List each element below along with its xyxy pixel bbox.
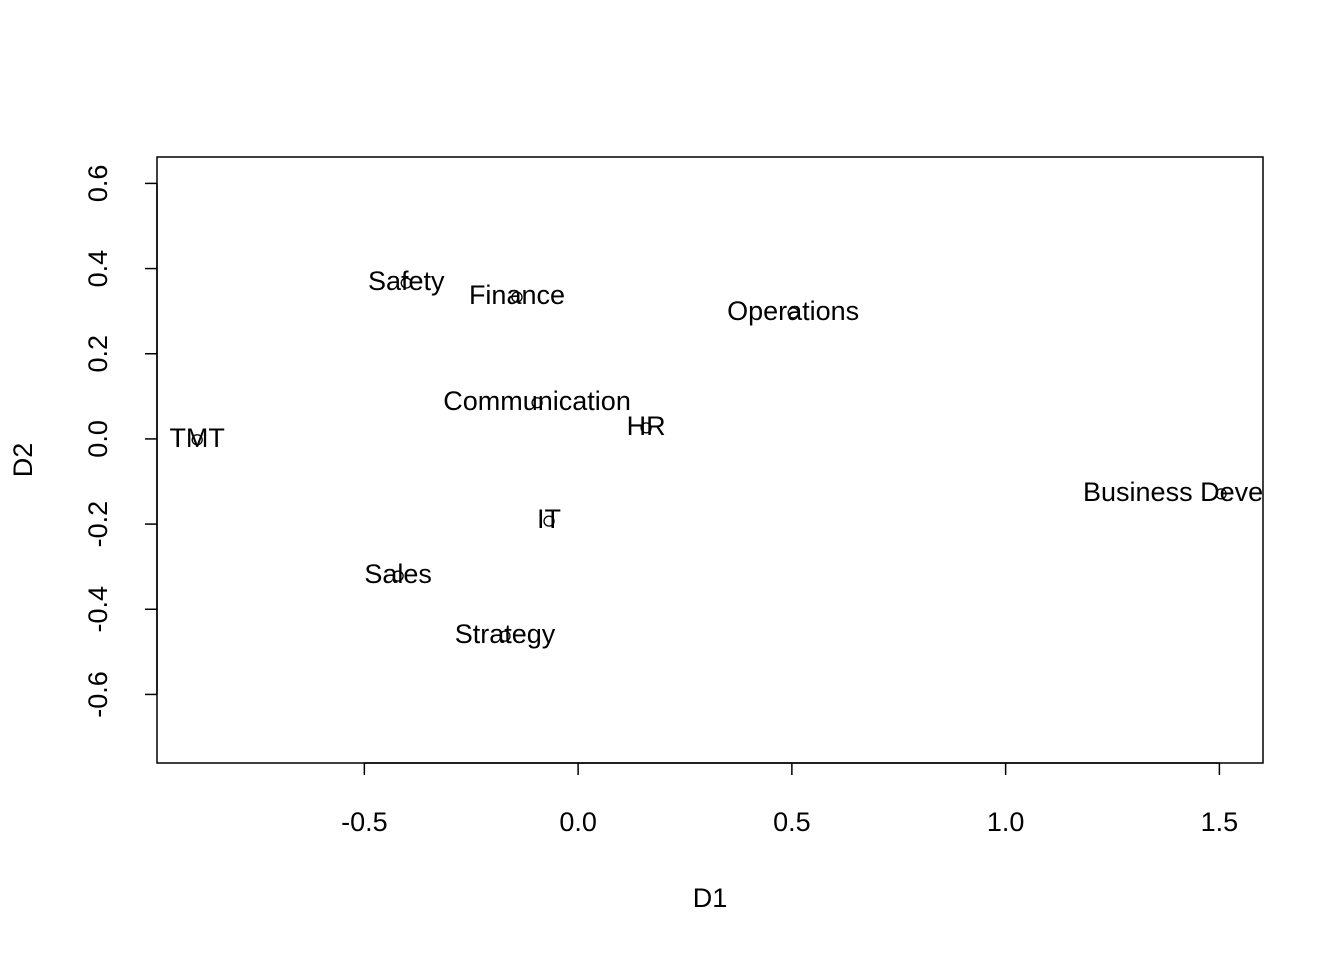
point-label: HR bbox=[627, 411, 666, 441]
y-tick-label: 0.2 bbox=[83, 335, 113, 373]
point bbox=[531, 397, 543, 409]
point-label: Communication bbox=[443, 386, 631, 416]
point bbox=[499, 630, 511, 642]
y-tick-label: 0.4 bbox=[83, 250, 113, 288]
point-label: Finance bbox=[469, 280, 565, 310]
point bbox=[392, 570, 404, 582]
point bbox=[511, 291, 523, 303]
point bbox=[191, 434, 203, 446]
y-tick-label: 0.0 bbox=[83, 420, 113, 458]
x-tick-label: 1.5 bbox=[1201, 807, 1239, 837]
point-label: Sales bbox=[364, 559, 432, 589]
plot-box bbox=[156, 156, 1264, 764]
x-axis-title: D1 bbox=[693, 883, 728, 913]
point-label: TMT bbox=[169, 423, 224, 453]
y-tick-label: 0.6 bbox=[83, 165, 113, 203]
point-label: Safety bbox=[368, 266, 445, 296]
x-tick-label: 0.5 bbox=[773, 807, 811, 837]
y-tick-label: -0.4 bbox=[83, 586, 113, 633]
y-tick-label: -0.2 bbox=[83, 501, 113, 548]
y-tick-label: -0.6 bbox=[83, 671, 113, 718]
x-tick-label: 0.0 bbox=[559, 807, 597, 837]
point bbox=[543, 515, 555, 527]
plot-area: TMT Safety Finance Operations CommunicationH… bbox=[169, 266, 1344, 649]
point-label: Operations bbox=[727, 296, 859, 326]
x-tick-label: 1.0 bbox=[987, 807, 1025, 837]
point bbox=[1215, 488, 1227, 500]
point-label: Business Development bbox=[1083, 477, 1344, 507]
point bbox=[640, 422, 652, 434]
point bbox=[400, 277, 412, 289]
x-tick-label: -0.5 bbox=[341, 807, 388, 837]
point-label: IT bbox=[537, 504, 561, 534]
y-axis-title: D2 bbox=[8, 443, 38, 478]
point-label: Strategy bbox=[455, 619, 556, 649]
point bbox=[787, 307, 799, 319]
